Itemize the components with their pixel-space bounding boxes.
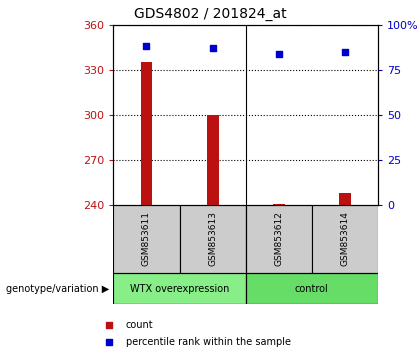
- Point: [341, 49, 348, 55]
- Bar: [273, 204, 285, 205]
- Bar: [141, 62, 152, 205]
- Text: count: count: [126, 320, 154, 330]
- Text: genotype/variation ▶: genotype/variation ▶: [6, 284, 109, 293]
- Text: GSM853614: GSM853614: [341, 211, 349, 267]
- Bar: [113, 273, 246, 304]
- Bar: [180, 205, 246, 273]
- Text: GSM853613: GSM853613: [208, 211, 217, 267]
- Point: [106, 322, 113, 328]
- Point: [106, 339, 113, 344]
- Bar: [246, 205, 312, 273]
- Point: [143, 44, 150, 49]
- Bar: [339, 193, 351, 205]
- Point: [209, 45, 216, 51]
- Text: GSM853611: GSM853611: [142, 211, 151, 267]
- Bar: [113, 205, 180, 273]
- Bar: [246, 273, 378, 304]
- Bar: [207, 115, 218, 205]
- Bar: [312, 205, 378, 273]
- Text: control: control: [295, 284, 329, 293]
- Text: GDS4802 / 201824_at: GDS4802 / 201824_at: [134, 7, 286, 21]
- Point: [276, 51, 282, 57]
- Text: GSM853612: GSM853612: [274, 211, 283, 267]
- Text: percentile rank within the sample: percentile rank within the sample: [126, 337, 291, 347]
- Text: WTX overexpression: WTX overexpression: [130, 284, 229, 293]
